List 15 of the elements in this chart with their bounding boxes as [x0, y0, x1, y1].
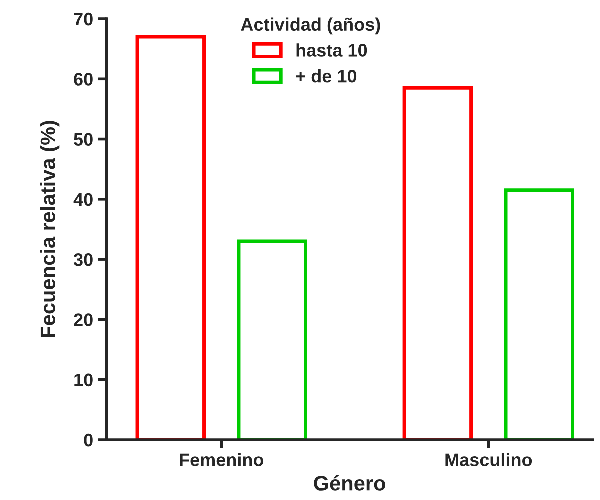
y-tick-label: 50	[74, 133, 93, 146]
y-tick-label: 10	[74, 374, 93, 387]
y-tick-label: 0	[84, 434, 93, 447]
legend-title: Actividad (años)	[241, 18, 380, 35]
y-axis-title: Fecuencia relativa (%)	[40, 121, 60, 338]
y-tick-label: 40	[74, 193, 93, 206]
x-axis-title: Género	[314, 475, 386, 491]
y-tick-label: 70	[74, 12, 93, 26]
legend-label: hasta 10	[296, 44, 368, 57]
legend-label: + de 10	[296, 70, 357, 83]
y-tick-label: 60	[74, 73, 93, 86]
y-tick-label: 20	[74, 314, 93, 326]
y-tick-label: 30	[74, 254, 93, 266]
x-tick-label: Masculino	[446, 453, 532, 466]
x-tick-label: Femenino	[180, 453, 264, 466]
